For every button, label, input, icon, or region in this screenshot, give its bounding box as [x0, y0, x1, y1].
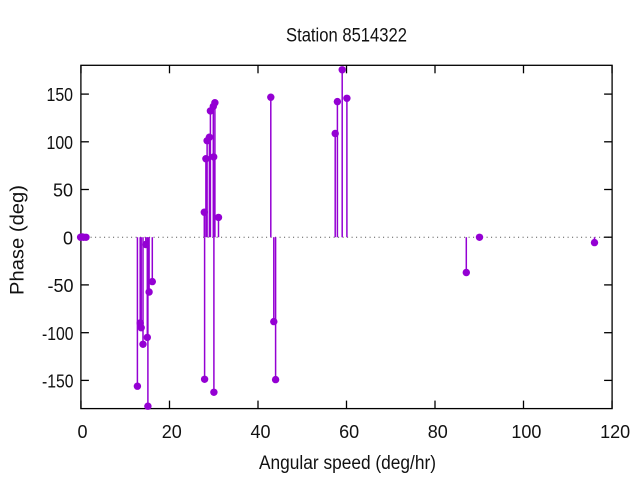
svg-text:Station 8514322: Station 8514322 — [286, 25, 407, 46]
svg-text:80: 80 — [428, 422, 448, 442]
svg-text:0: 0 — [77, 422, 87, 442]
svg-text:-100: -100 — [42, 324, 74, 344]
svg-text:60: 60 — [339, 422, 359, 442]
svg-text:120: 120 — [600, 422, 630, 442]
svg-text:20: 20 — [162, 422, 182, 442]
svg-text:-50: -50 — [47, 276, 73, 296]
svg-text:100: 100 — [47, 133, 74, 153]
svg-text:40: 40 — [250, 422, 270, 442]
svg-text:0: 0 — [63, 228, 73, 248]
svg-text:50: 50 — [53, 181, 73, 201]
svg-text:100: 100 — [511, 422, 541, 442]
svg-text:150: 150 — [47, 85, 74, 105]
svg-text:Angular speed (deg/hr): Angular speed (deg/hr) — [259, 453, 436, 474]
svg-text:-150: -150 — [42, 372, 74, 392]
svg-text:Phase (deg): Phase (deg) — [8, 185, 29, 295]
